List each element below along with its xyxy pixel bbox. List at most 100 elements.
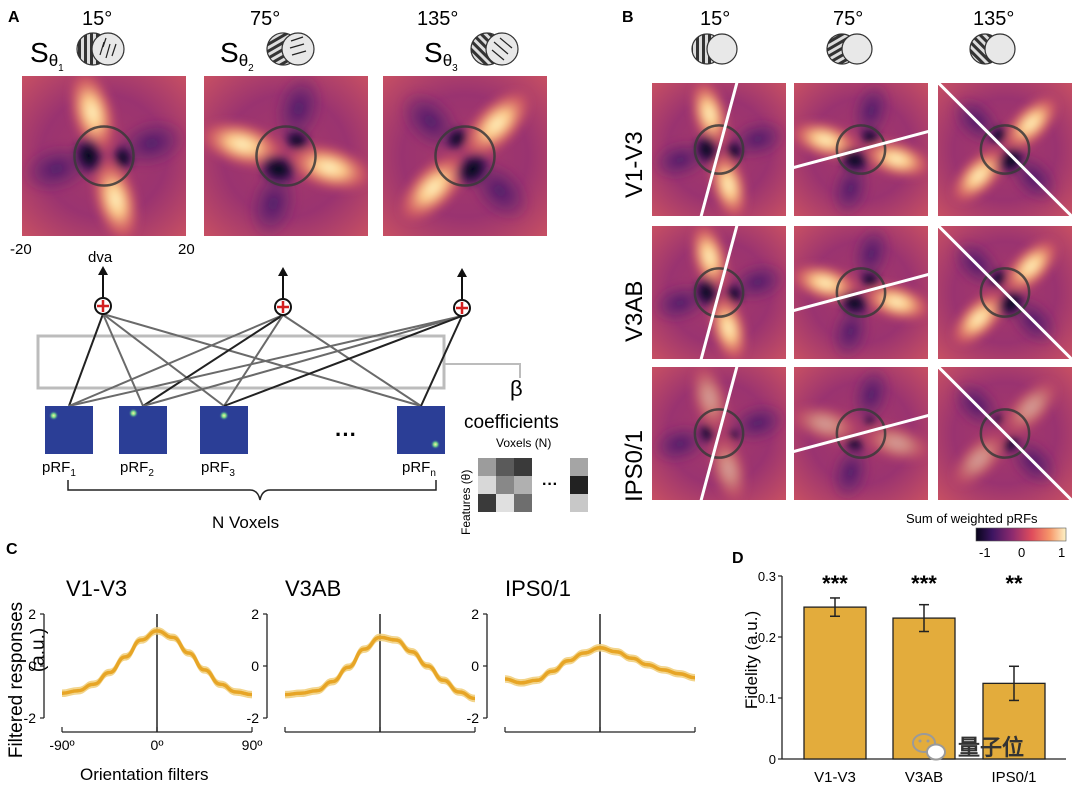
beta-cell bbox=[514, 476, 532, 494]
beta-cell bbox=[514, 458, 532, 476]
row-label: V1-V3 bbox=[621, 131, 648, 198]
prf-label: pRF1 bbox=[42, 459, 76, 479]
beta-coefficients: β coefficients Voxels (N) Features (θ) ·… bbox=[459, 376, 588, 535]
angle-label: 135° bbox=[973, 8, 1014, 30]
beta-cell bbox=[570, 476, 588, 494]
series-line bbox=[61, 629, 253, 697]
connection-line bbox=[102, 313, 422, 407]
heatmap-tile bbox=[652, 226, 786, 359]
heatmap-tile bbox=[794, 83, 928, 216]
prf-label: pRF3 bbox=[201, 459, 235, 479]
angle-label: 15° bbox=[700, 8, 730, 30]
beta-cell bbox=[478, 494, 496, 512]
y-tick-label: 0.3 bbox=[758, 569, 776, 584]
beta-cell bbox=[514, 494, 532, 512]
series-line-trial bbox=[504, 650, 696, 687]
angle-label: 15° bbox=[82, 8, 112, 30]
heatmap-a3 bbox=[383, 76, 547, 236]
y-tick-label: 2 bbox=[471, 606, 479, 622]
series-line-trial bbox=[61, 633, 253, 699]
significance-marker: *** bbox=[822, 571, 848, 596]
summation-node bbox=[274, 267, 292, 316]
prf-box bbox=[200, 406, 248, 454]
y-tick-label: 0 bbox=[769, 752, 776, 767]
series-line-trial bbox=[61, 627, 253, 693]
colorbar-tick: 0 bbox=[1018, 545, 1025, 560]
s-label: Sθ1 bbox=[30, 37, 64, 74]
panel-c: C Filtered responses (a.u.) Orientation … bbox=[6, 541, 696, 784]
y-axis-label: Fidelity (a.u.) bbox=[742, 611, 761, 709]
chart-title: V3AB bbox=[285, 576, 341, 601]
angle-label: 135° bbox=[417, 8, 458, 30]
prf-labels: pRF1 pRF2 pRF3 pRFn bbox=[42, 459, 436, 479]
axis-min: -20 bbox=[10, 241, 32, 258]
heatmap-tile bbox=[938, 83, 1072, 216]
y-tick-label: 0.2 bbox=[758, 630, 776, 645]
prf-box bbox=[397, 406, 445, 454]
category-label: V3AB bbox=[905, 769, 943, 786]
connection-line bbox=[102, 313, 225, 407]
prf-box bbox=[119, 406, 167, 454]
stim-header-a2: 75° Sθ2 bbox=[220, 8, 315, 74]
prf-box bbox=[45, 406, 93, 454]
stimulus-icon bbox=[76, 32, 125, 66]
line-chart: V3AB 2 0 -2 bbox=[247, 576, 476, 733]
category-label: IPS0/1 bbox=[991, 769, 1036, 786]
beta-selection-box bbox=[36, 334, 446, 390]
panel-b-label: B bbox=[622, 9, 634, 26]
x-tick-label: 90º bbox=[242, 737, 263, 753]
x-axis-label: Orientation filters bbox=[80, 765, 209, 784]
chart-title: V1-V3 bbox=[66, 576, 127, 601]
y-tick-label: -2 bbox=[247, 710, 260, 726]
panel-a-label: A bbox=[8, 9, 20, 26]
axis-max: 20 bbox=[178, 241, 195, 258]
stim-header-b1: 15° bbox=[691, 8, 738, 65]
features-label: Features (θ) bbox=[459, 470, 473, 535]
panel-d: D Fidelity (a.u.) 0 0.1 0.2 0.3 *** V1-V3 *** V… bbox=[732, 550, 1066, 786]
beta-cell bbox=[496, 476, 514, 494]
beta-symbol: β bbox=[510, 376, 523, 401]
stim-header-b2: 75° bbox=[826, 8, 873, 65]
panel-b: B 15° 75° 135° V1-V3 V3AB IPS0/1 Sum of … bbox=[621, 8, 1072, 560]
connection-line bbox=[142, 314, 284, 407]
series-line-trial bbox=[284, 633, 476, 697]
row-label: IPS0/1 bbox=[621, 430, 648, 502]
wechat-icon bbox=[912, 733, 946, 761]
s-label: Sθ3 bbox=[424, 37, 458, 74]
heatmap-tile bbox=[383, 76, 547, 236]
heatmap-tile bbox=[794, 367, 928, 500]
connection-line bbox=[282, 314, 422, 407]
network-diagram: dva ··· pRF1 pRF2 pRF3 pRFn N Voxels bbox=[36, 249, 521, 532]
heatmap-tile bbox=[652, 367, 786, 500]
ellipsis: ··· bbox=[335, 422, 357, 447]
row-label: V3AB bbox=[621, 281, 648, 342]
series-line-trial bbox=[284, 639, 476, 703]
connection-line bbox=[102, 313, 144, 407]
y-tick-label: 0 bbox=[28, 658, 36, 674]
connection-line bbox=[68, 314, 284, 407]
watermark: 量子位 bbox=[912, 733, 1024, 761]
connection-line bbox=[223, 315, 463, 407]
panel-a: A 15° Sθ1 75° Sθ2 135° Sθ3 bbox=[8, 8, 588, 535]
series-line bbox=[284, 635, 476, 701]
beta-cell bbox=[496, 494, 514, 512]
heatmap-tile bbox=[22, 76, 186, 236]
colorbar-gradient bbox=[975, 527, 1067, 542]
prf-label: pRFn bbox=[402, 459, 436, 479]
beta-cell bbox=[570, 458, 588, 476]
bar bbox=[892, 617, 956, 760]
colorbar-tick: 1 bbox=[1058, 545, 1065, 560]
coefficients-label: coefficients bbox=[464, 412, 559, 433]
series-line bbox=[504, 646, 696, 685]
angle-label: 75° bbox=[833, 8, 863, 30]
colorbar-title: Sum of weighted pRFs bbox=[906, 511, 1038, 526]
stim-header-b3: 135° bbox=[969, 8, 1016, 65]
stim-header-a1: 15° Sθ1 bbox=[30, 8, 125, 74]
prf-label: pRF2 bbox=[120, 459, 154, 479]
y-axis-label: Filtered responses bbox=[6, 602, 27, 758]
heatmap-tile bbox=[794, 226, 928, 359]
series-line-trial bbox=[504, 644, 696, 681]
beta-cell bbox=[496, 458, 514, 476]
heatmap-a2 bbox=[204, 76, 368, 236]
